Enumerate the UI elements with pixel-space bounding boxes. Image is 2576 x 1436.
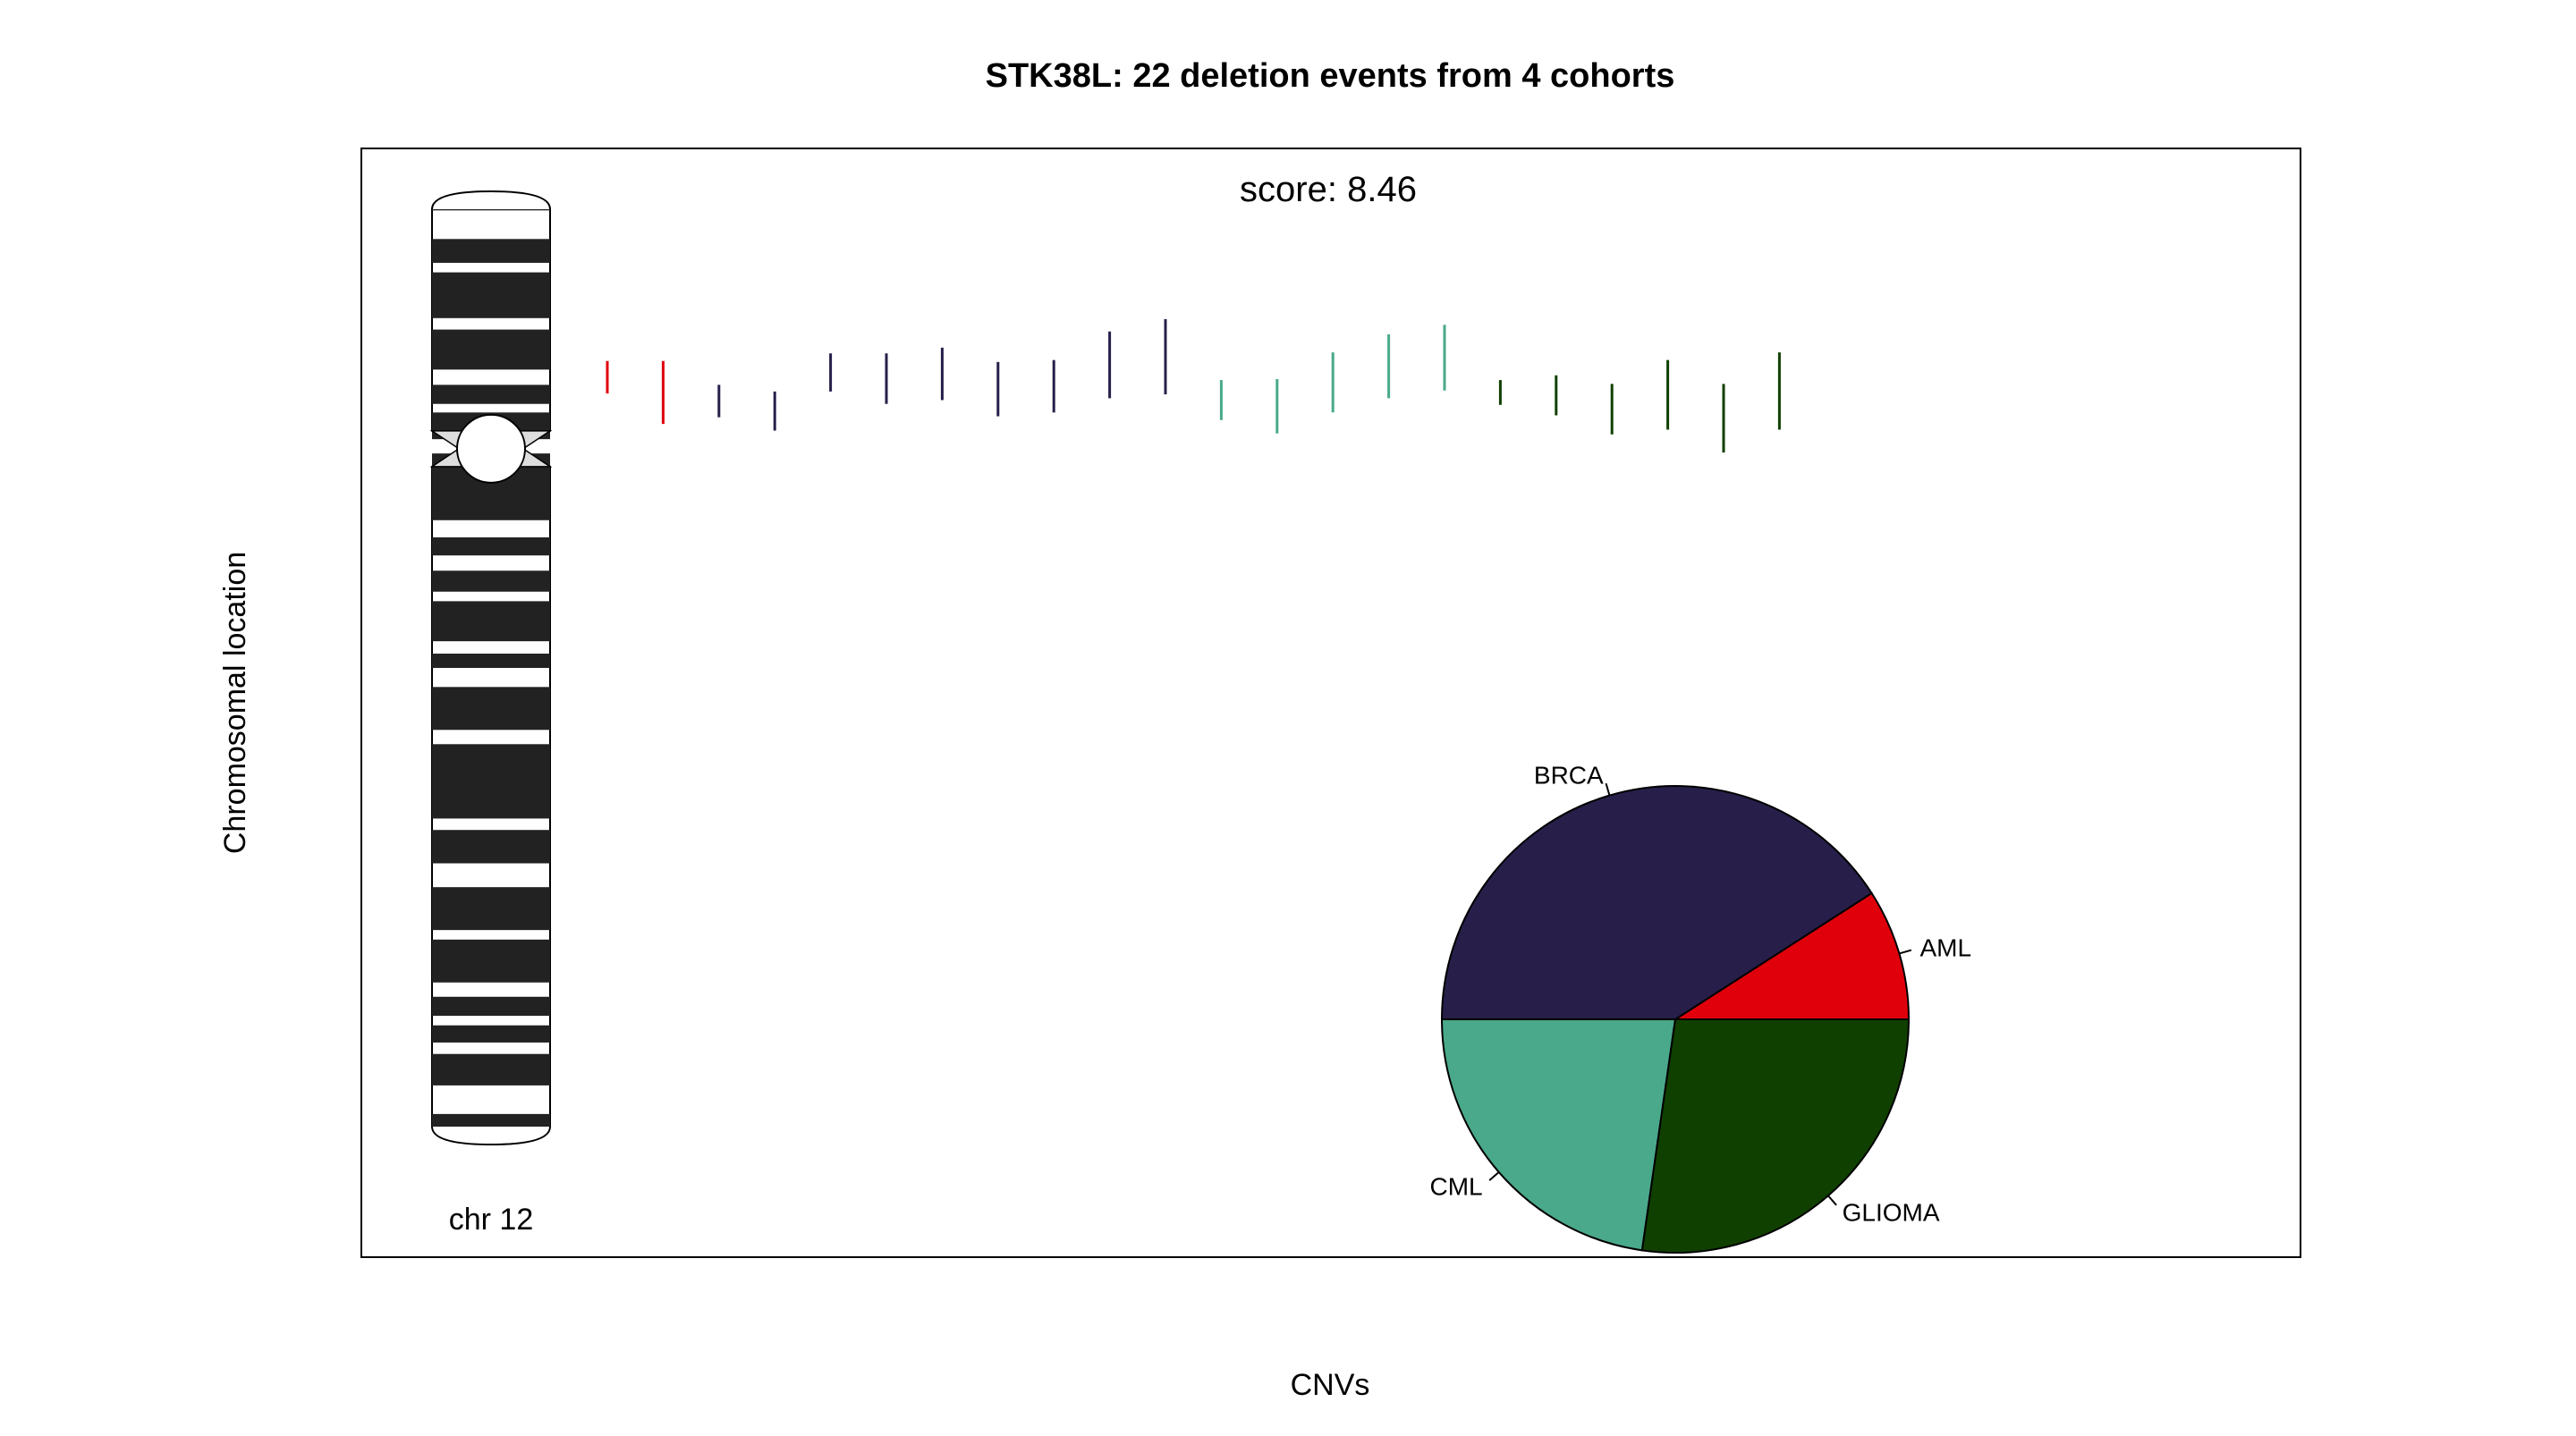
- chromosome-band: [432, 996, 550, 1017]
- pie-label-tick: [1605, 782, 1611, 796]
- score-label: score: 8.46: [1240, 170, 1417, 209]
- pie-slice-cml: [1440, 1018, 1677, 1252]
- telomere-top: [431, 190, 551, 210]
- pie-label-cml: CML: [1429, 1173, 1482, 1201]
- chromosome-band: [432, 654, 550, 668]
- chromosome-band: [432, 830, 550, 864]
- pie-label-tick: [1899, 949, 1912, 955]
- chromosome-band: [432, 744, 550, 819]
- chromosome-band: [432, 1053, 550, 1085]
- chromosome-label: chr 12: [449, 1203, 534, 1237]
- pie-label-tick: [1827, 1195, 1837, 1206]
- pie-label-glioma: GLIOMA: [1843, 1198, 1940, 1226]
- chromosome-band: [432, 1113, 550, 1127]
- pie-label-tick: [1488, 1171, 1500, 1181]
- cohort-pie-chart: AML BRCA CML GLIOMA: [1429, 762, 1971, 1254]
- chromosome-band: [432, 687, 550, 731]
- y-axis-label: Chromosomal location: [218, 552, 252, 854]
- plot-frame: [360, 148, 2301, 1258]
- chromosome-band: [432, 1025, 550, 1043]
- telomere-bottom: [431, 1126, 551, 1146]
- centromere: [456, 413, 526, 484]
- chromosome-band: [432, 887, 550, 931]
- cnv-events: [606, 318, 1781, 453]
- pie-slice-glioma: [1640, 1018, 1911, 1254]
- pie-label-aml: AML: [1919, 934, 1971, 962]
- chromosome-band: [432, 601, 550, 642]
- pie-label-brca: BRCA: [1534, 762, 1604, 790]
- chromosome-band: [432, 384, 550, 404]
- x-axis-label: CNVs: [1291, 1368, 1370, 1402]
- chromosome-band: [432, 536, 550, 556]
- chromosome-band: [432, 209, 550, 211]
- chromosome-band: [432, 329, 550, 370]
- chart-title: STK38L: 22 deletion events from 4 cohort…: [986, 57, 1675, 95]
- chromosome-band: [432, 570, 550, 592]
- chromosome-band: [432, 239, 550, 263]
- chromosome-band: [432, 939, 550, 983]
- chromosome-ideogram: [429, 190, 553, 1146]
- chromosome-band: [432, 272, 550, 318]
